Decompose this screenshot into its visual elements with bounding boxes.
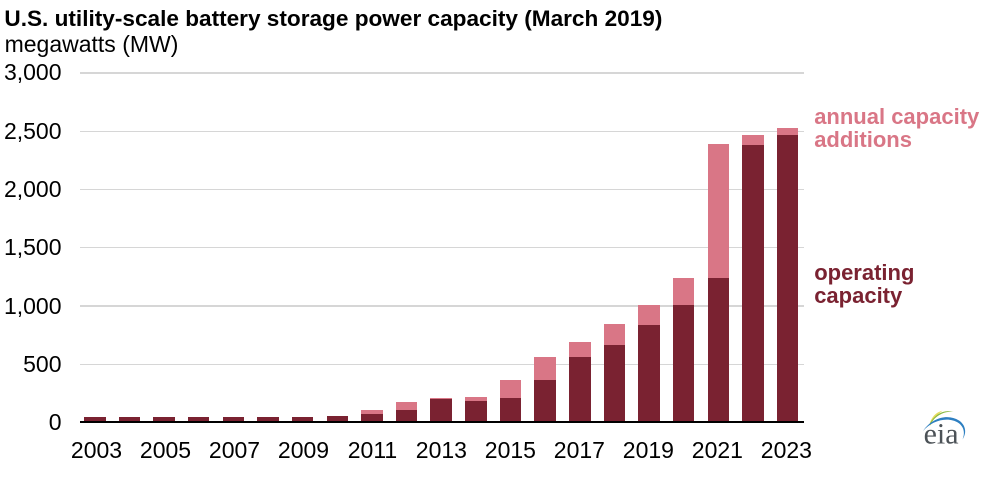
svg-text:eia: eia — [924, 417, 959, 450]
